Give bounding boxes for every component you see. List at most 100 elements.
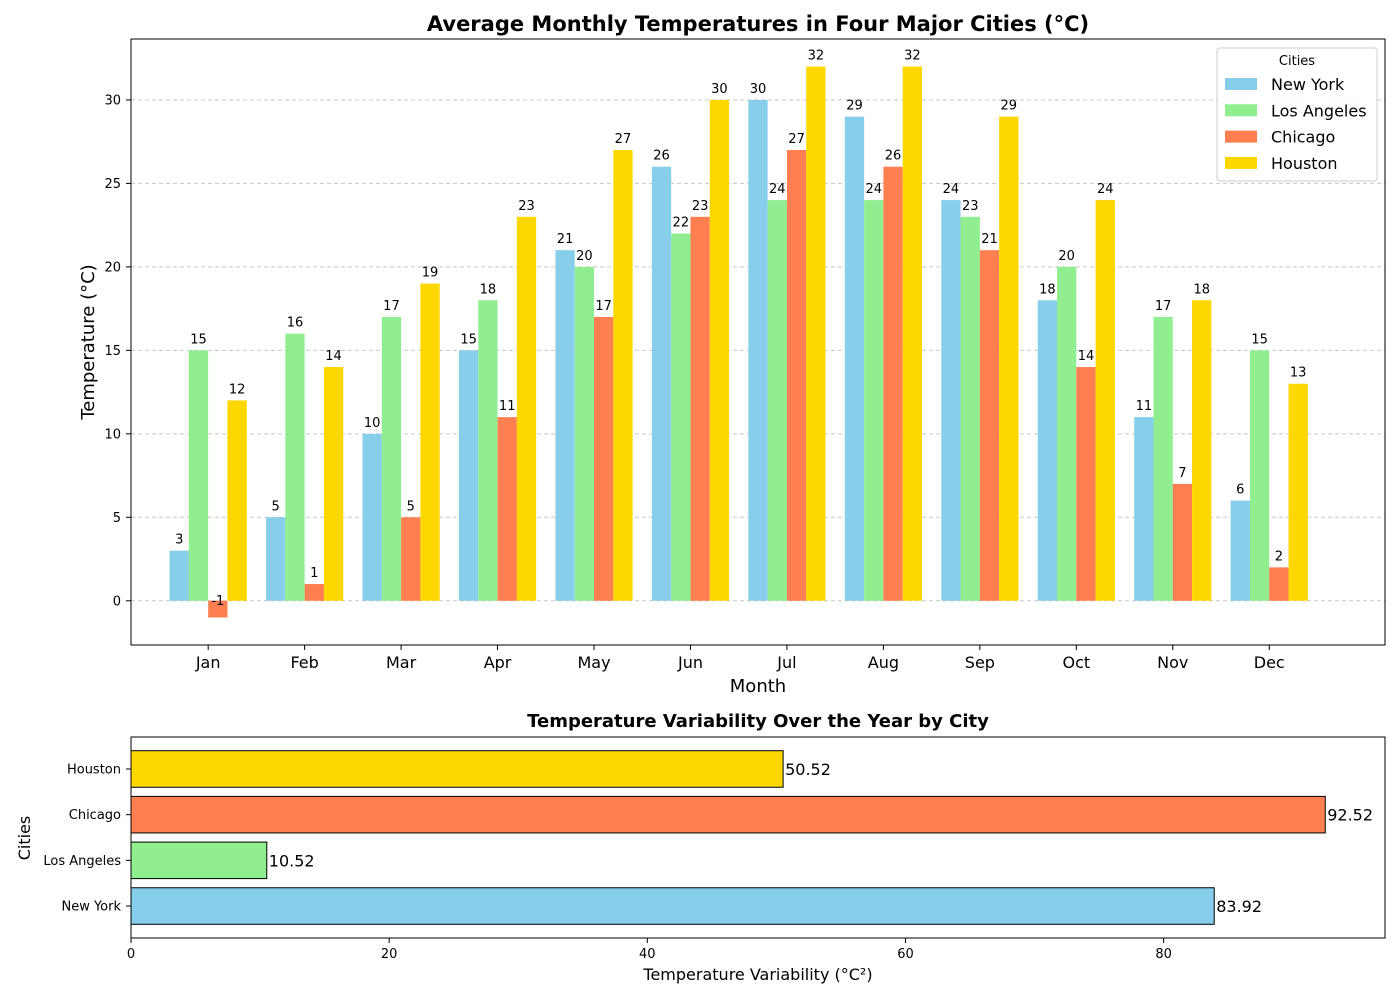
bar-houston-jun bbox=[709, 99, 730, 601]
data-label-chicago-nov: 7 bbox=[1178, 466, 1186, 481]
y-tick-label-los-angeles: Los Angeles bbox=[43, 854, 121, 869]
bar-los-angeles-nov bbox=[1153, 316, 1173, 601]
bar-chicago-mar bbox=[401, 517, 421, 601]
bar-los-angeles-oct bbox=[1057, 266, 1077, 601]
data-label-los-angeles-aug: 24 bbox=[865, 182, 882, 197]
data-label-new-york-jan: 3 bbox=[175, 533, 183, 548]
bar-chicago-feb bbox=[304, 584, 324, 601]
bar-los-angeles-sep bbox=[960, 216, 980, 601]
data-label-los-angeles-feb: 16 bbox=[287, 316, 304, 331]
bar-los-angeles-mar bbox=[381, 316, 402, 601]
bar-houston-apr bbox=[516, 216, 537, 601]
y-tick-label-chicago: Chicago bbox=[69, 808, 121, 823]
bar-chicago-jan bbox=[208, 600, 228, 618]
x-tick-label-jun: Jun bbox=[677, 653, 703, 672]
bar-houston-mar bbox=[420, 283, 440, 601]
data-label-houston-dec: 13 bbox=[1290, 366, 1307, 381]
bar-chicago-dec bbox=[1269, 567, 1289, 601]
variability-bar-new-york bbox=[130, 887, 1215, 925]
bar-new-york-jul bbox=[748, 99, 768, 601]
data-label-new-york-feb: 5 bbox=[272, 499, 280, 514]
y-tick-label: 25 bbox=[104, 177, 121, 192]
x-tick-label-may: May bbox=[577, 653, 610, 672]
x-tick-label-jan: Jan bbox=[195, 653, 221, 672]
monthly-chart-x-axis-label: Month bbox=[730, 676, 786, 697]
data-label-los-angeles-jul: 24 bbox=[769, 182, 786, 197]
bar-new-york-apr bbox=[458, 350, 479, 601]
x-tick-label: 60 bbox=[897, 947, 914, 962]
data-label-new-york-aug: 29 bbox=[846, 99, 863, 114]
x-tick-label-feb: Feb bbox=[290, 653, 318, 672]
bar-new-york-oct bbox=[1037, 300, 1058, 601]
x-tick-label-oct: Oct bbox=[1062, 653, 1090, 672]
bar-new-york-may bbox=[555, 250, 575, 601]
legend-entry-los-angeles: Los Angeles bbox=[1271, 101, 1367, 120]
y-tick-label-new-york: New York bbox=[61, 900, 121, 915]
monthly-chart-y-axis-label: Temperature (°C) bbox=[78, 264, 99, 420]
data-label-new-york-may: 21 bbox=[557, 232, 574, 247]
data-label-houston-mar: 19 bbox=[422, 266, 439, 281]
bar-chicago-sep bbox=[979, 250, 1000, 601]
bar-chicago-may bbox=[594, 316, 614, 601]
data-label-houston-jul: 32 bbox=[808, 49, 825, 64]
data-label-new-york-nov: 11 bbox=[1136, 399, 1153, 414]
x-tick-label-sep: Sep bbox=[965, 653, 995, 672]
legend-entry-new-york: New York bbox=[1271, 75, 1345, 94]
data-label-chicago-jan: -1 bbox=[211, 594, 224, 609]
bar-chicago-apr bbox=[497, 417, 517, 601]
x-tick-label-jul: Jul bbox=[776, 653, 796, 672]
data-label-new-york-mar: 10 bbox=[364, 416, 381, 431]
y-tick-label-houston: Houston bbox=[67, 762, 121, 777]
data-label-los-angeles-oct: 20 bbox=[1058, 249, 1075, 264]
bar-new-york-aug bbox=[844, 116, 865, 601]
bar-houston-dec bbox=[1288, 383, 1308, 601]
bar-chicago-nov bbox=[1172, 483, 1193, 601]
bar-los-angeles-aug bbox=[864, 200, 884, 601]
bar-los-angeles-feb bbox=[285, 333, 305, 601]
data-label-houston-may: 27 bbox=[615, 132, 632, 147]
legend-title: Cities bbox=[1279, 54, 1315, 69]
bar-new-york-sep bbox=[941, 200, 961, 601]
data-label-chicago-jul: 27 bbox=[788, 132, 805, 147]
data-label-houston-oct: 24 bbox=[1097, 182, 1114, 197]
y-tick-label: 5 bbox=[113, 511, 121, 526]
y-tick-label: 20 bbox=[104, 260, 121, 275]
bar-houston-sep bbox=[999, 116, 1019, 601]
monthly-chart-title: Average Monthly Temperatures in Four Maj… bbox=[427, 12, 1089, 36]
monthly-chart-frame bbox=[130, 38, 1386, 646]
variability-chart-x-axis-label: Temperature Variability (°C²) bbox=[642, 965, 872, 984]
x-tick-label-aug: Aug bbox=[868, 653, 899, 672]
variability-chart-title: Temperature Variability Over the Year by… bbox=[527, 711, 989, 732]
bar-chicago-jun bbox=[690, 216, 710, 601]
data-label-chicago-feb: 1 bbox=[310, 566, 318, 581]
data-label-los-angeles-nov: 17 bbox=[1155, 299, 1172, 314]
variability-chart: 83.92 New York 10.52 Los Angeles 92.52 Chicag… bbox=[43, 736, 1386, 962]
data-label-chicago-jun: 23 bbox=[692, 199, 709, 214]
bar-houston-aug bbox=[902, 66, 922, 601]
data-label-houston-apr: 23 bbox=[518, 199, 535, 214]
data-label-los-angeles-jun: 22 bbox=[673, 215, 690, 230]
data-label-chicago-may: 17 bbox=[595, 299, 612, 314]
data-label-chicago-sep: 21 bbox=[981, 232, 998, 247]
bar-houston-nov bbox=[1192, 300, 1212, 601]
bar-new-york-jun bbox=[651, 166, 672, 601]
x-tick-label: 80 bbox=[1155, 947, 1172, 962]
legend-swatch-new-york bbox=[1225, 78, 1257, 90]
data-label-new-york-jun: 26 bbox=[653, 149, 670, 164]
data-label-houston-sep: 29 bbox=[1001, 99, 1018, 114]
variability-value-label-chicago: 92.52 bbox=[1327, 806, 1373, 825]
bar-chicago-oct bbox=[1076, 367, 1096, 601]
data-label-chicago-mar: 5 bbox=[407, 499, 415, 514]
legend-swatch-los-angeles bbox=[1225, 104, 1257, 117]
x-tick-label: 40 bbox=[639, 947, 656, 962]
y-tick-label: 30 bbox=[104, 93, 121, 108]
bar-los-angeles-jul bbox=[767, 200, 787, 601]
data-label-houston-jan: 12 bbox=[229, 382, 246, 397]
bar-los-angeles-may bbox=[574, 266, 595, 601]
legend-entry-houston: Houston bbox=[1271, 154, 1338, 173]
bar-new-york-jan bbox=[169, 550, 189, 601]
data-label-houston-jun: 30 bbox=[711, 82, 728, 97]
